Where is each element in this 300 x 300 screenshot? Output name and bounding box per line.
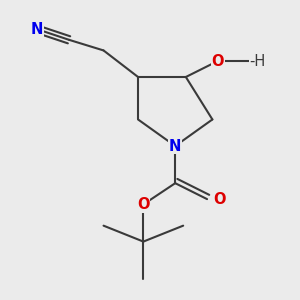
Text: N: N [31, 22, 44, 37]
Text: O: O [137, 197, 150, 212]
Text: N: N [169, 139, 182, 154]
Text: O: O [212, 54, 224, 69]
Text: O: O [214, 192, 226, 207]
Text: -H: -H [250, 54, 266, 69]
